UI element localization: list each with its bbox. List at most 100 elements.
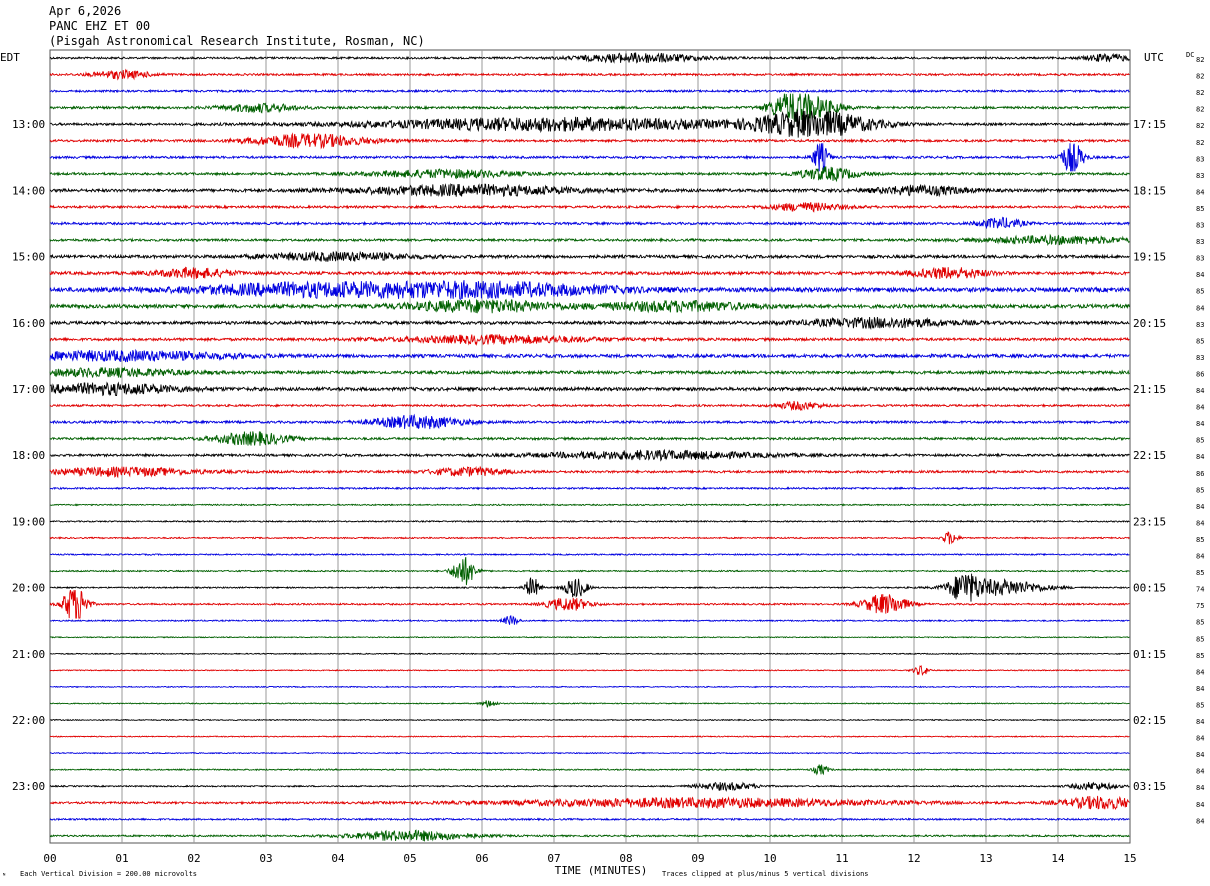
seismic-trace <box>49 280 1130 300</box>
seismic-trace <box>49 817 1130 822</box>
dc-value: 85 <box>1196 635 1204 643</box>
corner-mark: ᴺ <box>2 872 6 880</box>
x-tick-label: 10 <box>763 852 776 865</box>
dc-value: 83 <box>1196 321 1204 329</box>
seismic-trace <box>49 381 1130 397</box>
hour-label-edt: 22:00 <box>12 714 45 727</box>
seismic-trace <box>49 250 1130 263</box>
dc-value: 82 <box>1196 73 1204 81</box>
hour-label-utc: 19:15 <box>1133 251 1166 264</box>
x-tick-label: 03 <box>259 852 272 865</box>
x-tick-label: 00 <box>43 852 56 865</box>
dc-value: 83 <box>1196 172 1204 180</box>
dc-value: 84 <box>1196 519 1204 527</box>
dc-value: 82 <box>1196 56 1204 64</box>
grid <box>49 49 1131 844</box>
seismic-trace <box>49 366 1130 379</box>
dc-value: 85 <box>1196 536 1204 544</box>
dc-value: 83 <box>1196 238 1204 246</box>
hour-label-utc: 23:15 <box>1133 515 1166 528</box>
station-label: PANC EHZ ET 00 <box>49 19 151 33</box>
x-tick-label: 15 <box>1123 852 1136 865</box>
seismic-trace <box>49 52 1130 64</box>
edt-label: EDT <box>0 51 20 64</box>
dc-value: 84 <box>1196 503 1204 511</box>
seismic-trace <box>49 233 1130 247</box>
seismic-trace <box>49 465 1130 479</box>
hour-label-utc: 01:15 <box>1133 648 1166 661</box>
dc-value: 85 <box>1196 619 1204 627</box>
dc-value: 82 <box>1196 139 1204 147</box>
hour-label-utc: 00:15 <box>1133 582 1166 595</box>
seismic-trace <box>49 829 1130 842</box>
dc-value: 85 <box>1196 701 1204 709</box>
x-tick-label: 02 <box>187 852 200 865</box>
hour-label-utc: 18:15 <box>1133 184 1166 197</box>
seismic-trace <box>49 531 1130 545</box>
hour-label-utc: 02:15 <box>1133 714 1166 727</box>
dc-value: 85 <box>1196 288 1204 296</box>
seismic-trace <box>49 316 1130 330</box>
dc-value: 84 <box>1196 420 1204 428</box>
seismic-trace <box>49 132 1130 150</box>
hour-label-utc: 20:15 <box>1133 317 1166 330</box>
seismic-trace <box>49 413 1130 430</box>
dc-value: 84 <box>1196 271 1204 279</box>
seismic-trace <box>49 503 1130 507</box>
axis-labels: EDT UTC DC 13:00 14:00 15:00 16:00 17:00 18:00 19… <box>0 51 1204 880</box>
dc-value: 84 <box>1196 304 1204 312</box>
x-tick-label: 14 <box>1051 852 1065 865</box>
seismic-trace <box>49 614 1130 626</box>
seismic-trace <box>49 334 1130 346</box>
hour-label-utc: 03:15 <box>1133 780 1166 793</box>
hour-label-edt: 14:00 <box>12 184 45 197</box>
dc-value: 84 <box>1196 404 1204 412</box>
hour-label-edt: 16:00 <box>12 317 45 330</box>
seismic-trace <box>49 183 1130 198</box>
seismic-traces <box>49 52 1130 842</box>
seismic-trace <box>49 298 1130 314</box>
dc-value: 84 <box>1196 784 1204 792</box>
dc-value: 85 <box>1196 486 1204 494</box>
x-tick-label: 08 <box>619 852 632 865</box>
dc-value: 86 <box>1196 370 1204 378</box>
plot-frame <box>49 49 1131 844</box>
dc-value: 84 <box>1196 668 1204 676</box>
seismic-trace <box>49 93 1130 122</box>
seismic-trace <box>49 751 1130 755</box>
site-label: (Pisgah Astronomical Research Institute,… <box>49 34 425 48</box>
division-note: Each Vertical Division = 200.00 microvol… <box>20 870 197 878</box>
dc-value: 85 <box>1196 652 1204 660</box>
seismic-trace <box>49 448 1130 462</box>
seismic-trace <box>49 266 1130 280</box>
dc-value: 83 <box>1196 222 1204 230</box>
hour-label-edt: 13:00 <box>12 118 45 131</box>
dc-value: 85 <box>1196 337 1204 345</box>
hour-label-edt: 17:00 <box>12 383 45 396</box>
x-axis-title: TIME (MINUTES) <box>555 864 648 877</box>
dc-value: 83 <box>1196 155 1204 163</box>
x-tick-label: 06 <box>475 852 488 865</box>
hour-label-utc: 22:15 <box>1133 449 1166 462</box>
seismic-trace <box>49 557 1130 586</box>
dc-value: 83 <box>1196 255 1204 263</box>
hour-label-edt: 20:00 <box>12 582 45 595</box>
seismic-trace <box>49 431 1130 446</box>
seismic-trace <box>50 718 1130 722</box>
seismic-trace <box>49 795 1130 810</box>
seismic-trace <box>49 110 1130 138</box>
dc-label: DC <box>1186 51 1194 59</box>
seismic-trace <box>49 519 1130 523</box>
dc-value: 82 <box>1196 89 1204 97</box>
dc-value: 84 <box>1196 735 1204 743</box>
seismic-trace <box>49 88 1130 94</box>
hour-label-edt: 21:00 <box>12 648 45 661</box>
seismic-trace <box>49 400 1130 412</box>
x-tick-label: 13 <box>979 852 992 865</box>
dc-value: 84 <box>1196 768 1204 776</box>
x-tick-label: 12 <box>907 852 920 865</box>
seismic-trace <box>49 143 1130 172</box>
dc-value: 84 <box>1196 453 1204 461</box>
x-tick-label: 11 <box>835 852 848 865</box>
